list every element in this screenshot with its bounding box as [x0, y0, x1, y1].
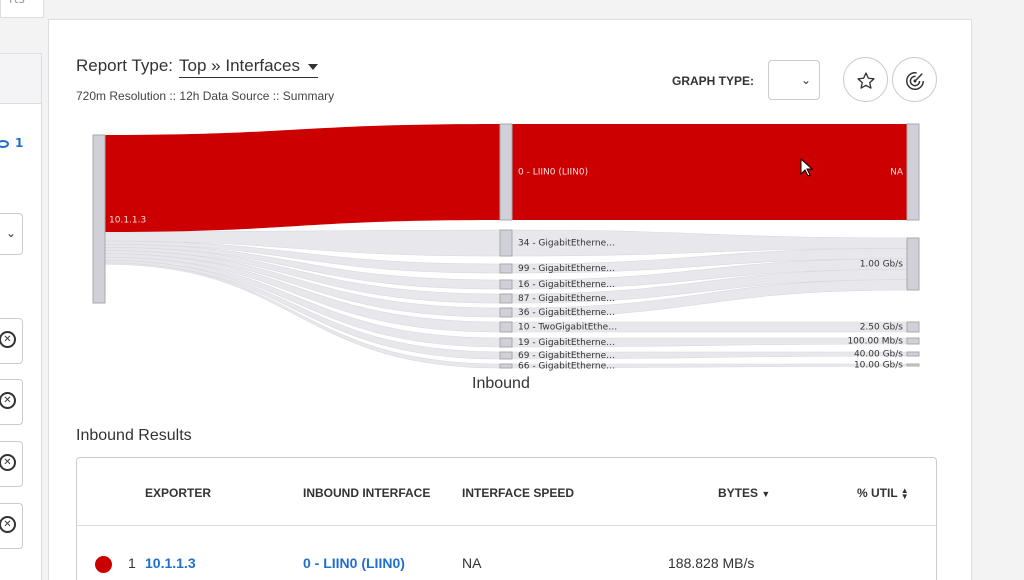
sankey-label-interface: 10 - TwoGigabitEthe…: [518, 323, 617, 333]
eye-icon: [0, 139, 9, 148]
favorite-button[interactable]: [843, 57, 888, 102]
eye-count: 1: [15, 136, 24, 150]
sort-both-icon: ▲ ▼: [900, 485, 909, 501]
col-inbound-interface[interactable]: INBOUND INTERFACE: [303, 486, 431, 500]
col-bytes[interactable]: BYTES ▼: [718, 486, 770, 500]
report-sub-info: 720m Resolution :: 12h Data Source :: Su…: [76, 89, 335, 103]
sankey-chart: 10.1.1.3 0 - LIIN0 (LIIN0) 34 - GigabitEth…: [92, 123, 920, 372]
sankey-label-interface: 34 - GigabitEtherne…: [518, 239, 615, 249]
mouse-cursor: [800, 157, 814, 177]
header-divider: [77, 525, 936, 526]
caret-down-icon: [308, 63, 318, 70]
col-bytes-label: BYTES: [718, 486, 759, 500]
sankey-node-speed: [906, 123, 920, 221]
sort-desc-icon: ▼: [761, 489, 771, 499]
left-select[interactable]: ⌄: [0, 213, 23, 255]
sankey-node-interface: [499, 321, 513, 333]
sankey-node-interface: [499, 279, 513, 290]
row-rank: 1: [128, 555, 136, 571]
sankey-label-speed: 1.00 Gb/s: [860, 260, 904, 270]
close-circle-icon: ✕: [0, 392, 16, 409]
col-util-label: % UTIL: [857, 486, 898, 500]
sankey-label-interface: 36 - GigabitEtherne…: [518, 308, 615, 318]
sankey-flow-primary: [512, 124, 907, 220]
sankey-label-speed: 100.00 Mb/s: [847, 337, 903, 347]
col-exporter[interactable]: EXPORTER: [145, 486, 212, 500]
top-tab[interactable]: rts: [0, 0, 44, 18]
sankey-node-interface: [499, 337, 513, 348]
target-icon: [905, 71, 924, 90]
left-panel-header: [0, 54, 41, 104]
sankey-node-interface: [499, 351, 513, 360]
close-circle-icon: ✕: [0, 516, 16, 533]
left-panel: 1 ⌄ ✕ ✕ ✕ ✕: [0, 53, 42, 580]
row-bytes: 188.828 MB/s: [668, 555, 755, 571]
sankey-node-interface: [499, 229, 513, 257]
col-interface-speed[interactable]: INTERFACE SPEED: [462, 486, 575, 500]
sankey-node-interface: [499, 363, 513, 369]
eye-toggle[interactable]: 1: [0, 136, 23, 150]
sankey-node-interface: [499, 293, 513, 304]
sankey-label-speed: NA: [890, 168, 904, 178]
target-button[interactable]: [892, 57, 937, 102]
chart-title: Inbound: [472, 375, 530, 392]
sankey-node-speed: [906, 363, 920, 367]
sankey-node-speed: [906, 337, 920, 345]
graph-type-label: GRAPH TYPE:: [672, 74, 755, 88]
remove-button[interactable]: ✕: [0, 503, 23, 549]
graph-type-select[interactable]: ⌄: [768, 60, 820, 100]
remove-button[interactable]: ✕: [0, 441, 23, 487]
sankey-node-source: [92, 134, 106, 304]
close-circle-icon: ✕: [0, 454, 16, 471]
sankey-label-interface: 87 - GigabitEtherne…: [518, 294, 615, 304]
row-interface-link[interactable]: 0 - LIIN0 (LIIN0): [303, 555, 405, 571]
results-title: Inbound Results: [76, 427, 192, 444]
chevron-down-icon: ⌄: [5, 226, 16, 240]
sankey-node-interface: [499, 123, 513, 221]
sankey-label-speed: 10.00 Gb/s: [854, 361, 903, 371]
col-util[interactable]: % UTIL ▲ ▼: [857, 486, 909, 500]
row-color-dot: [95, 556, 112, 573]
row-exporter-link[interactable]: 10.1.1.3: [145, 555, 196, 571]
sankey-label-interface: 66 - GigabitEtherne…: [518, 362, 615, 372]
sankey-node-interface: [499, 263, 513, 274]
report-type-value: Top » Interfaces: [179, 56, 300, 75]
sankey-label-interface: 16 - GigabitEtherne…: [518, 280, 615, 290]
remove-button[interactable]: ✕: [0, 379, 23, 425]
sankey-label-speed: 40.00 Gb/s: [854, 350, 903, 360]
sankey-label-interface: 99 - GigabitEtherne…: [518, 264, 615, 274]
chevron-down-icon: ⌄: [800, 73, 811, 87]
sankey-node-interface: [499, 307, 513, 318]
results-table: EXPORTER INBOUND INTERFACE INTERFACE SPE…: [76, 457, 937, 580]
sankey-flow-primary: [105, 124, 500, 232]
sankey-label-interface: 0 - LIIN0 (LIIN0): [518, 168, 588, 178]
star-icon: [856, 71, 875, 89]
report-type-dropdown[interactable]: Top » Interfaces: [179, 56, 318, 78]
sankey-label-interface: 69 - GigabitEtherne…: [518, 351, 615, 361]
close-circle-icon: ✕: [0, 331, 16, 348]
report-type: Report Type: Top » Interfaces: [76, 56, 318, 78]
report-type-label: Report Type:: [76, 56, 174, 75]
sankey-node-speed: [906, 237, 920, 291]
top-tab-label: rts: [9, 0, 25, 6]
sankey-label-interface: 19 - GigabitEtherne…: [518, 338, 615, 348]
sankey-label-speed: 2.50 Gb/s: [860, 323, 904, 333]
remove-button[interactable]: ✕: [0, 318, 23, 364]
sankey-node-speed: [906, 351, 920, 357]
sankey-node-speed: [906, 321, 920, 333]
row-speed: NA: [462, 555, 482, 571]
sankey-label-source: 10.1.1.3: [109, 216, 146, 226]
